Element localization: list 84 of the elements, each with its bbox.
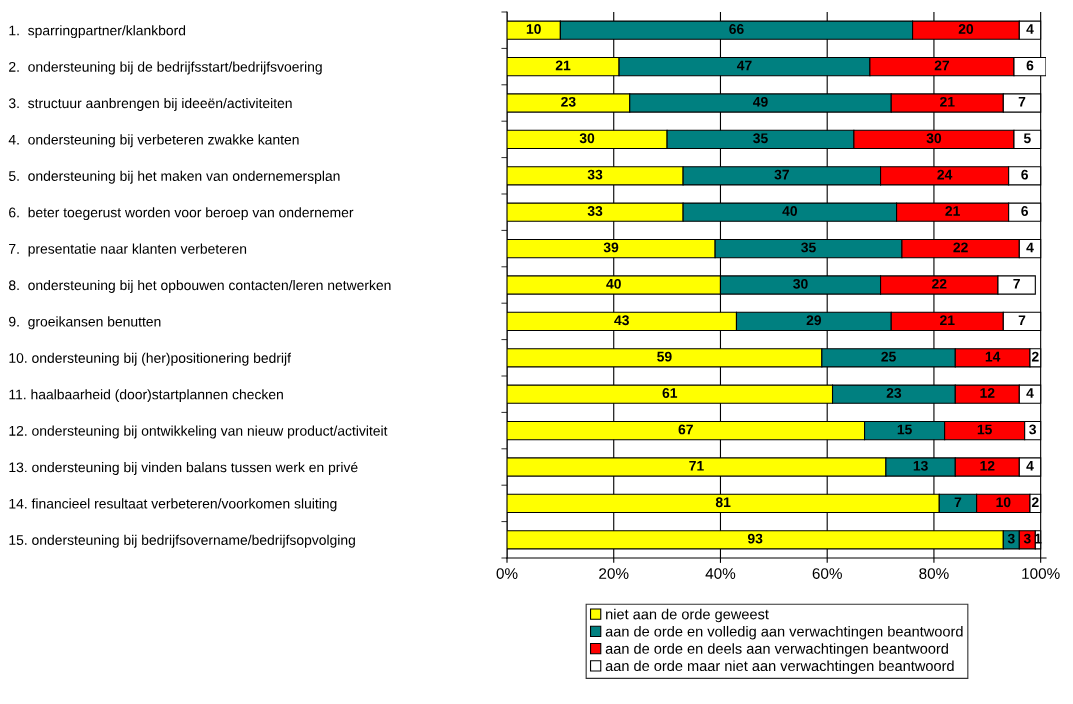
data-label: 30 — [579, 133, 595, 144]
data-label: 12 — [980, 388, 995, 398]
data-label: 7 — [954, 497, 962, 507]
data-label: 23 — [886, 388, 902, 398]
legend-label: niet aan de orde geweest — [606, 608, 769, 623]
data-label: 21 — [940, 96, 955, 107]
data-label: 61 — [662, 388, 678, 398]
data-label: 71 — [689, 461, 704, 471]
data-label: 7 — [1013, 279, 1020, 289]
legend-label: aan de orde en deels aan verwachtingen beantwoord — [605, 643, 948, 657]
y-tick-label: 15. ondersteuning bij bedrijfsovername/bedrijfsopvolging — [9, 534, 355, 548]
data-label: 24 — [937, 169, 953, 180]
y-tick-label: 10. ondersteuning bij (her)positionering bedrijf — [9, 352, 291, 366]
y-tick-label: 9. groeikansen benutten — [9, 316, 161, 330]
data-label: 6 — [1021, 206, 1029, 216]
data-label: 7 — [1018, 315, 1026, 325]
data-label: 27 — [934, 60, 950, 71]
data-label: 81 — [715, 497, 731, 508]
y-tick-label: 8. ondersteuning bij het opbouwen contacten/leren netwerken — [8, 279, 391, 293]
data-label: 67 — [678, 424, 693, 435]
data-label: 3 — [1007, 533, 1015, 544]
data-label: 47 — [736, 60, 752, 71]
y-tick-label: 14. financieel resultaat verbeteren/voorkomen sluiting — [9, 498, 337, 512]
data-label: 15 — [897, 424, 912, 435]
data-label: 4 — [1026, 242, 1034, 253]
legend-label: aan de orde maar niet aan verwachtingen beantwoord — [605, 660, 954, 674]
data-label: 7 — [1018, 97, 1026, 107]
y-tick-label: 3. structuur aanbrengen bij ideeën/activiteiten — [8, 97, 292, 111]
data-label: 59 — [657, 351, 672, 362]
data-label: 33 — [587, 169, 603, 180]
x-tick-label: 20% — [599, 568, 629, 579]
data-label: 25 — [881, 351, 896, 362]
data-label: 35 — [753, 133, 768, 144]
data-label: 40 — [606, 278, 621, 289]
y-tick-label: 11. haalbaarheid (door)startplannen checken — [9, 389, 283, 403]
data-label: 93 — [747, 533, 763, 544]
data-label: 39 — [603, 242, 619, 253]
data-label: 43 — [614, 315, 629, 326]
x-tick-label: 100% — [1022, 568, 1060, 579]
data-label: 3 — [1023, 533, 1031, 544]
x-tick-label: 80% — [919, 568, 949, 579]
y-tick-label: 13. ondersteuning bij vinden balans tussen werk en privé — [9, 461, 358, 475]
data-label: 10 — [526, 24, 541, 34]
x-tick-label: 0% — [496, 568, 518, 579]
data-label: 30 — [926, 133, 942, 144]
data-label: 35 — [801, 242, 816, 253]
data-label: 30 — [793, 278, 808, 289]
data-label: 4 — [1026, 461, 1034, 471]
data-label: 12 — [980, 460, 995, 471]
data-label: 21 — [945, 206, 960, 216]
data-label: 6 — [1026, 60, 1034, 71]
data-label: 29 — [806, 315, 822, 326]
data-label: 2 — [1031, 497, 1039, 507]
data-label: 4 — [1026, 24, 1034, 34]
x-tick-label: 60% — [812, 568, 842, 579]
x-tick-label: 40% — [705, 568, 736, 579]
data-label: 5 — [1023, 133, 1031, 144]
data-label: 14 — [985, 351, 1001, 362]
legend-label: aan de orde en volledig aan verwachtingen beantwoord — [605, 625, 963, 640]
data-label: 13 — [913, 460, 928, 471]
y-tick-label: 6. beter toegerust worden voor beroep van ondernemer — [9, 207, 354, 221]
data-label: 2 — [1031, 351, 1039, 362]
data-label: 20 — [958, 24, 974, 34]
data-label: 22 — [953, 242, 968, 253]
data-label: 23 — [561, 96, 576, 107]
data-label: 66 — [729, 24, 744, 34]
y-tick-label: 1. sparringpartner/klankbord — [9, 25, 186, 39]
data-label: 3 — [1029, 424, 1037, 435]
data-label: 21 — [555, 60, 571, 71]
y-tick-label: 2. ondersteuning bij de bedrijfsstart/bedrijfsvoering — [9, 61, 322, 75]
data-label: 37 — [774, 169, 789, 180]
y-tick-label: 5. ondersteuning bij het maken van ondernemersplan — [8, 170, 340, 184]
y-tick-label: 4. ondersteuning bij verbeteren zwakke kanten — [8, 134, 299, 148]
data-label: 4 — [1026, 388, 1034, 398]
data-label: 22 — [932, 278, 947, 289]
data-label: 49 — [752, 96, 768, 107]
data-label: 10 — [996, 497, 1011, 508]
data-label: 40 — [782, 206, 797, 216]
data-label: 15 — [977, 424, 992, 435]
data-label: 33 — [587, 206, 603, 216]
data-label: 21 — [940, 315, 955, 325]
y-tick-label: 12. ondersteuning bij ontwikkeling van nieuw product/activiteit — [9, 425, 388, 439]
y-tick-label: 7. presentatie naar klanten verbeteren — [9, 243, 247, 257]
data-label: 6 — [1021, 169, 1029, 180]
